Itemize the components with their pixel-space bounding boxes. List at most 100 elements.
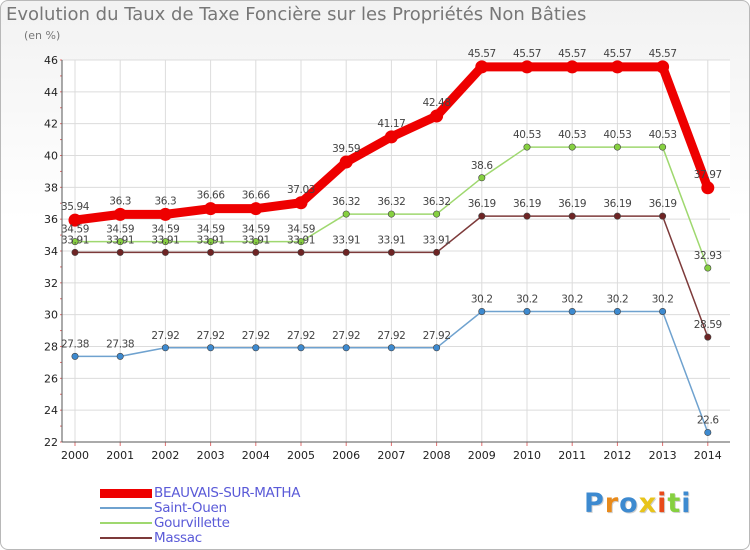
data-label: 40.53	[649, 129, 677, 141]
data-point	[71, 238, 79, 246]
data-point	[294, 196, 308, 210]
data-point	[207, 344, 215, 352]
data-label: 36.19	[513, 198, 541, 210]
data-label: 27.92	[377, 330, 405, 342]
data-point	[113, 207, 127, 221]
y-tick-label: 32	[44, 277, 58, 290]
data-label: 40.53	[603, 129, 631, 141]
x-tick-label: 2003	[197, 449, 225, 462]
x-tick-label: 2001	[106, 449, 134, 462]
data-point	[568, 212, 576, 220]
data-label: 36.19	[603, 198, 631, 210]
data-label: 37.03	[287, 184, 315, 196]
data-label: 36.3	[109, 195, 131, 207]
data-label: 45.57	[603, 48, 631, 60]
legend-label: Saint-Ouen	[154, 500, 227, 516]
data-label: 38.6	[471, 160, 493, 172]
data-label: 36.3	[155, 195, 177, 207]
legend-swatch	[100, 522, 152, 524]
data-label: 30.2	[561, 293, 583, 305]
data-point	[116, 352, 124, 360]
legend-swatch	[100, 537, 152, 539]
data-point	[430, 109, 444, 123]
data-point	[523, 212, 531, 220]
y-tick-label: 30	[44, 309, 58, 322]
data-point	[252, 238, 260, 246]
data-point	[704, 428, 712, 436]
data-point	[433, 210, 441, 218]
x-tick-label: 2000	[61, 449, 89, 462]
data-label: 34.59	[106, 224, 134, 236]
logo-letter: x	[638, 488, 658, 519]
x-tick-label: 2002	[151, 449, 179, 462]
x-tick-label: 2014	[694, 449, 722, 462]
data-label: 33.91	[151, 234, 179, 246]
x-tick-label: 2007	[377, 449, 405, 462]
data-point	[387, 248, 395, 256]
data-label: 34.59	[242, 224, 270, 236]
data-point	[568, 143, 576, 151]
data-label: 33.91	[423, 234, 451, 246]
legend-swatch	[100, 489, 152, 498]
y-tick-label: 34	[44, 245, 58, 258]
y-tick-label: 44	[44, 86, 58, 99]
data-point	[249, 202, 263, 216]
data-point	[659, 307, 667, 315]
data-point	[478, 174, 486, 182]
x-tick-label: 2013	[649, 449, 677, 462]
data-label: 32.93	[694, 250, 722, 262]
data-point	[568, 307, 576, 315]
proxiti-logo: Proxiti	[584, 488, 692, 519]
data-label: 28.59	[694, 319, 722, 331]
x-tick-label: 2004	[242, 449, 270, 462]
data-label: 36.32	[423, 196, 451, 208]
data-label: 42.48	[423, 97, 451, 109]
data-point	[523, 307, 531, 315]
data-point	[613, 307, 621, 315]
data-label: 41.17	[377, 118, 405, 130]
data-label: 45.57	[558, 48, 586, 60]
data-point	[613, 143, 621, 151]
x-tick-label: 2011	[558, 449, 586, 462]
data-point	[297, 238, 305, 246]
data-point	[161, 344, 169, 352]
data-label: 37.97	[694, 169, 722, 181]
data-point	[387, 210, 395, 218]
y-tick-label: 38	[44, 181, 58, 194]
data-label: 27.38	[106, 338, 134, 350]
y-tick-label: 42	[44, 118, 58, 131]
legend-swatch	[100, 507, 152, 509]
y-tick-label: 28	[44, 341, 58, 354]
data-point	[384, 130, 398, 144]
data-label: 33.91	[197, 234, 225, 246]
data-label: 36.19	[558, 198, 586, 210]
y-tick-label: 46	[44, 54, 58, 67]
data-point	[659, 212, 667, 220]
data-point	[116, 238, 124, 246]
logo-letter: i	[657, 488, 668, 519]
data-point	[656, 60, 670, 74]
data-point	[297, 344, 305, 352]
x-tick-label: 2009	[468, 449, 496, 462]
data-point	[523, 143, 531, 151]
x-tick-label: 2005	[287, 449, 315, 462]
data-label: 27.92	[287, 330, 315, 342]
data-point	[71, 352, 79, 360]
x-tick-label: 2012	[603, 449, 631, 462]
data-label: 30.2	[652, 293, 674, 305]
x-tick-label: 2008	[423, 449, 451, 462]
data-label: 30.2	[471, 293, 493, 305]
y-axis-unit: (en %)	[24, 29, 61, 42]
data-label: 33.91	[332, 234, 360, 246]
data-label: 36.32	[377, 196, 405, 208]
x-tick-label: 2010	[513, 449, 541, 462]
data-label: 27.38	[61, 338, 89, 350]
legend-label: Gourvillette	[154, 515, 230, 531]
data-label: 34.59	[197, 224, 225, 236]
data-label: 34.59	[151, 224, 179, 236]
data-point	[433, 248, 441, 256]
data-label: 27.92	[242, 330, 270, 342]
data-label: 36.32	[332, 196, 360, 208]
data-point	[613, 212, 621, 220]
